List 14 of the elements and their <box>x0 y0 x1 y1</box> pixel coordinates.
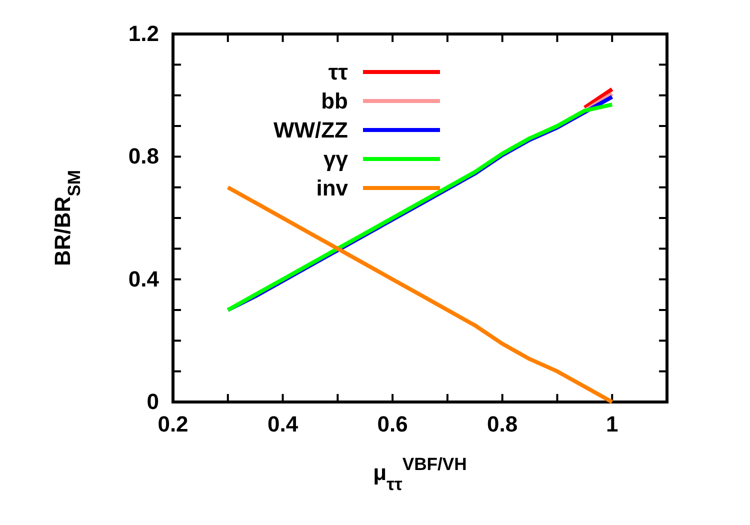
x-tick-label: 0.8 <box>487 412 518 437</box>
y-tick-label: 0.4 <box>128 266 160 292</box>
x-tick-label: 0.4 <box>267 412 299 437</box>
legend-label: ττ <box>328 60 348 85</box>
x-tick-label: 0.2 <box>158 412 188 437</box>
x-tick-label: 1 <box>606 412 618 437</box>
y-tick-label: 0 <box>146 389 159 414</box>
y-tick-label: 1.2 <box>128 21 159 46</box>
x-tick-label: 0.6 <box>377 412 408 437</box>
legend-label: bb <box>321 88 348 114</box>
y-tick-label: 0.8 <box>128 144 159 169</box>
legend-label: WW/ZZ <box>273 118 348 143</box>
legend-label: γγ <box>324 146 349 172</box>
legend-label: inv <box>316 176 349 201</box>
